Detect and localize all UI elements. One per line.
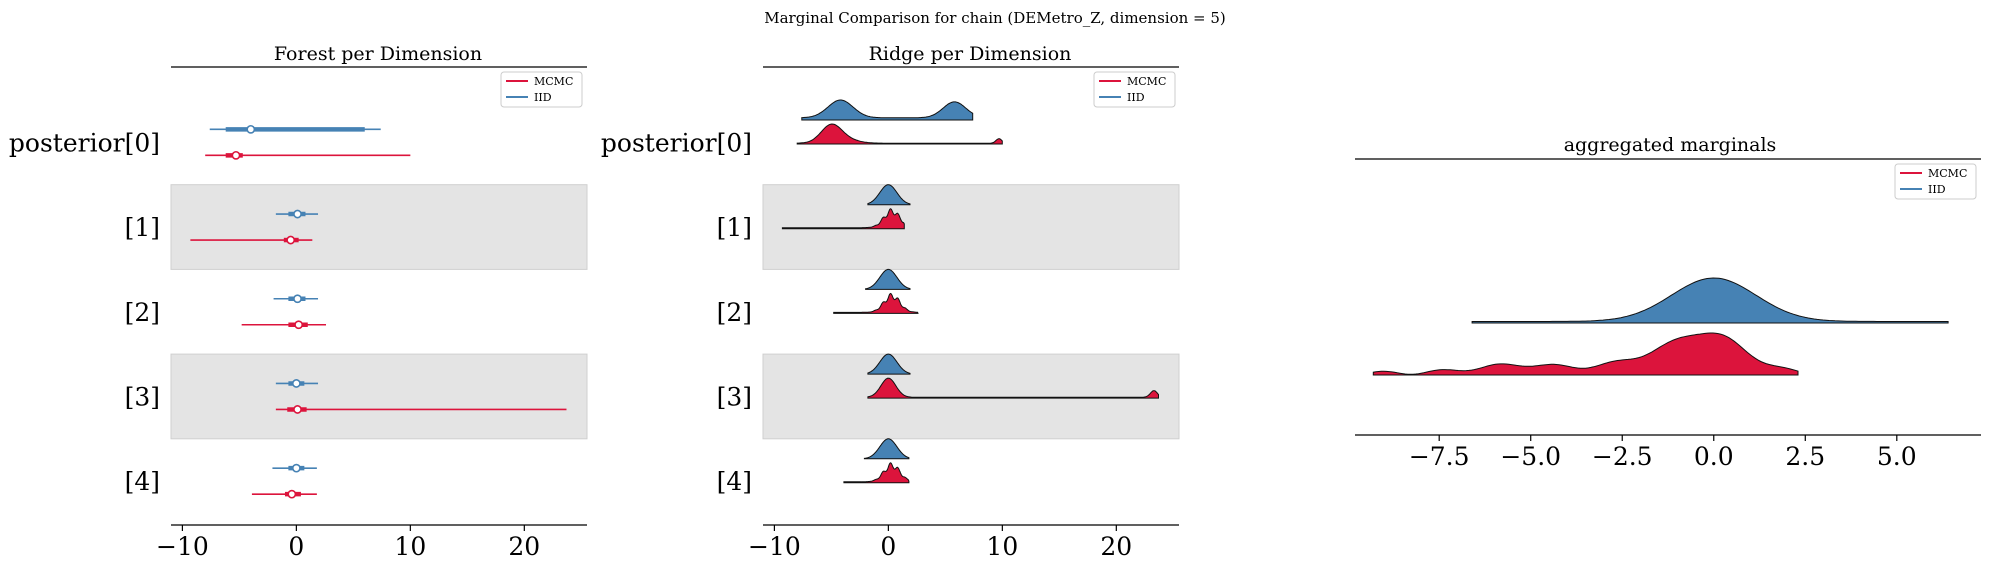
ridge-tick-label-1: 0 (880, 532, 896, 561)
ridge-band-3 (762, 353, 1180, 440)
aggregated-legend: MCMC IID (1894, 163, 1977, 200)
ridge-row-label-posterior-0: posterior[0] (601, 128, 752, 157)
forest-band-1 (170, 184, 588, 270)
ridge-mcmc-3 (867, 377, 1159, 399)
forest-title: Forest per Dimension (274, 43, 482, 65)
forest-tick-label-3: 20 (508, 532, 540, 561)
forest-row-label-2: [2] (125, 298, 160, 327)
forest-mcmc-2-median (294, 320, 304, 330)
aggregated-tick-label-3: 0.0 (1694, 442, 1734, 471)
forest-iid-2-median (293, 294, 302, 304)
forest-tick-label-1: 0 (288, 532, 304, 561)
aggregated-tick-label-0: −7.5 (1409, 442, 1470, 471)
aggregated-tick-label-2: −2.5 (1592, 442, 1653, 471)
aggregated-legend-mcmc: MCMC (1928, 167, 1967, 180)
forest-mcmc-posterior-0-median (231, 150, 241, 160)
ridge-row-label-3: [3] (717, 382, 752, 411)
aggregated-ridge-iid (1471, 277, 1949, 324)
ridge-row-label-1: [1] (717, 213, 752, 242)
ridge-row-label-2: [2] (717, 298, 752, 327)
ridge-mcmc-posterior-0 (796, 123, 1003, 145)
ridge-legend-iid: IID (1127, 91, 1145, 104)
ridge-title: Ridge per Dimension (869, 43, 1072, 65)
forest-mcmc-4-median (287, 489, 297, 499)
forest-mcmc-1-median (286, 235, 296, 245)
ridge-iid-3 (867, 353, 911, 375)
forest-row-label-posterior-0: posterior[0] (9, 128, 160, 157)
ridge-iid-2 (865, 268, 911, 290)
ridge-legend: MCMC IID (1093, 71, 1176, 108)
aggregated-tick-label-5: 5.0 (1877, 442, 1917, 471)
forest-legend-mcmc: MCMC (534, 75, 573, 88)
aggregated-title: aggregated marginals (1564, 134, 1777, 156)
forest-row-label-3: [3] (125, 382, 160, 411)
ridge-legend-mcmc: MCMC (1127, 75, 1166, 88)
ridge-mcmc-4 (843, 462, 910, 484)
ridge-iid-posterior-0 (801, 99, 974, 121)
ridge-mcmc-1 (781, 208, 905, 230)
ridge-mcmc-2 (833, 292, 919, 314)
forest-legend-iid: IID (534, 91, 552, 104)
ridge-tick-label-0: −10 (748, 532, 801, 561)
forest-mcmc-3-median (293, 405, 302, 414)
aggregated-legend-iid: IID (1928, 183, 1946, 196)
aggregated-tick-label-4: 2.5 (1785, 442, 1825, 471)
forest-tick-label-0: −10 (156, 532, 209, 561)
forest-iid-1-median (293, 209, 302, 219)
forest-tick-label-2: 10 (394, 532, 426, 561)
ridge-iid-4 (863, 438, 910, 460)
ridge-row-label-4: [4] (717, 467, 752, 496)
ridge-tick-label-2: 10 (986, 532, 1018, 561)
forest-iid-posterior-0-median (246, 124, 256, 134)
forest-iid-3-median (291, 379, 301, 388)
forest-panel: Forest per Dimension posterior[0] [1] [2] [… (9, 43, 588, 561)
ridge-tick-label-3: 20 (1100, 532, 1132, 561)
ridge-panel: Ridge per Dimension posterior[0] [1] [2] [3… (601, 43, 1180, 561)
aggregated-panel: aggregated marginals −7.5 −5.0 −2.5 0.0 2.5 5… (1355, 134, 1981, 471)
ridge-iid-1 (867, 184, 911, 206)
forest-legend: MCMC IID (500, 71, 583, 108)
forest-row-label-1: [1] (125, 213, 160, 242)
aggregated-tick-label-1: −5.0 (1500, 442, 1561, 471)
ridge-band-1 (762, 184, 1180, 270)
forest-row-label-4: [4] (125, 467, 160, 496)
forest-iid-4-median (291, 463, 301, 473)
figure-suptitle: Marginal Comparison for chain (DEMetro_Z… (764, 9, 1226, 27)
aggregated-ridge-mcmc (1372, 332, 1799, 376)
forest-band-3 (170, 353, 588, 440)
